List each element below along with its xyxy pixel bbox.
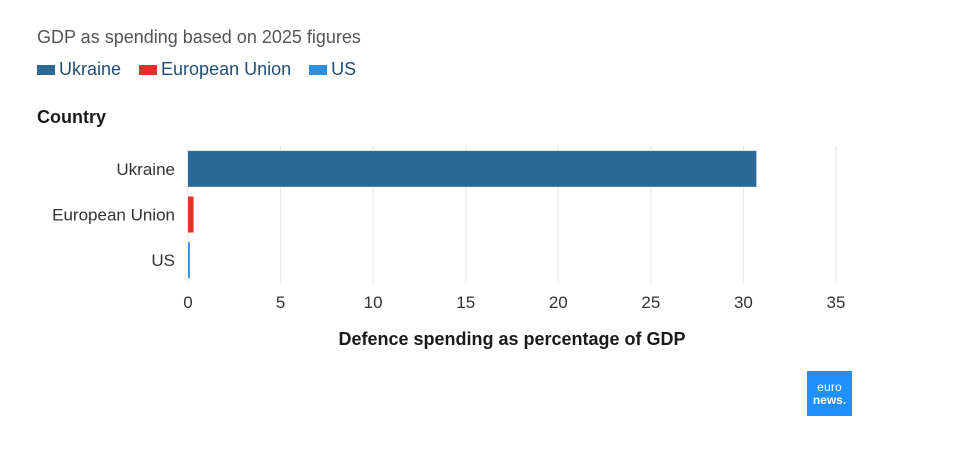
bar-ukraine[interactable]	[188, 150, 757, 187]
x-tick-label: 5	[276, 293, 285, 312]
logo-text-news: news.	[812, 393, 847, 407]
legend-label-european-union: European Union	[161, 59, 292, 79]
y-tick-label: US	[151, 251, 175, 270]
legend-item-ukraine[interactable]: Ukraine	[37, 59, 121, 80]
x-tick-label: 25	[641, 293, 660, 312]
y-tick-label: European Union	[52, 206, 175, 225]
bar-us[interactable]	[188, 242, 190, 279]
x-tick-label: 20	[549, 293, 568, 312]
legend-swatch-european-union	[139, 64, 158, 75]
legend-label-ukraine: Ukraine	[59, 59, 122, 79]
logo-text-euro: euro	[817, 380, 842, 394]
legend-label-us: US	[331, 59, 357, 79]
x-tick-labels: 0 5 10 15 20 25 30 35	[183, 293, 845, 312]
chart-subtitle: GDP as spending based on 2025 figures	[37, 27, 361, 47]
y-tick-label: Ukraine	[116, 160, 175, 179]
x-tick-label: 10	[364, 293, 383, 312]
x-tick-label: 15	[456, 293, 475, 312]
euronews-logo: euro news.	[807, 371, 852, 416]
x-tick-label: 0	[183, 293, 192, 312]
chart-legend: Ukraine European Union US	[37, 59, 374, 80]
legend-item-us[interactable]: US	[309, 59, 356, 80]
bars	[188, 150, 757, 279]
legend-swatch-ukraine	[37, 64, 55, 75]
x-tick-label: 30	[734, 293, 753, 312]
bar-european-union[interactable]	[188, 196, 194, 233]
legend-swatch-us	[309, 64, 328, 75]
y-tick-labels: Ukraine European Union US	[52, 160, 175, 270]
y-axis-title: Country	[37, 107, 106, 127]
legend-item-european-union[interactable]: European Union	[139, 59, 291, 80]
x-tick-label: 35	[827, 293, 846, 312]
x-axis-title: Defence spending as percentage of GDP	[338, 329, 685, 349]
